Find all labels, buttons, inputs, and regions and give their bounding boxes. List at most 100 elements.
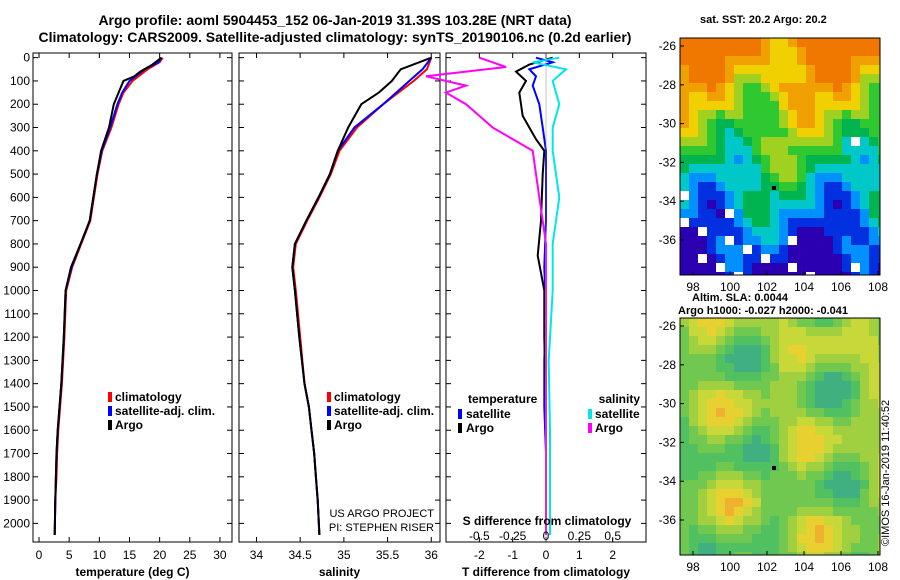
- map-cell: [806, 155, 815, 164]
- map-cell: [833, 173, 842, 182]
- map-cell: [788, 318, 797, 327]
- map-cell: [842, 327, 851, 336]
- map-cell: [698, 399, 707, 408]
- map-cell: [698, 552, 707, 555]
- imos-credit: ©IMOS 16-Jan-2019 11:40:52: [880, 399, 892, 546]
- map-cell: [788, 128, 797, 137]
- map-cell: [824, 173, 833, 182]
- map-cell: [725, 47, 734, 56]
- map-cell: [716, 381, 725, 390]
- map-cell: [869, 336, 878, 345]
- map-cell: [788, 227, 797, 236]
- map-cell: [797, 101, 806, 110]
- map-cell: [725, 155, 734, 164]
- map-cell: [788, 164, 797, 173]
- map-cell: [833, 318, 842, 327]
- map-cell: [851, 128, 860, 137]
- map-cell: [878, 227, 880, 236]
- legend-swatch: [588, 423, 592, 433]
- y-tick-label: 300: [10, 121, 30, 135]
- map-cell: [770, 164, 779, 173]
- map-cell: [680, 462, 689, 471]
- map-cell: [698, 543, 707, 552]
- map-cell: [707, 525, 716, 534]
- map-cell: [752, 191, 761, 200]
- map-cell: [761, 254, 770, 263]
- map-cell: [752, 462, 761, 471]
- map-cell: [689, 83, 698, 92]
- map-cell: [698, 435, 707, 444]
- map-cell: [689, 345, 698, 354]
- map-cell: [833, 372, 842, 381]
- map-cell: [788, 38, 797, 47]
- x-tick-label: 25: [183, 548, 197, 562]
- map-cell: [842, 372, 851, 381]
- map-cell: [707, 498, 716, 507]
- map-cell: [752, 435, 761, 444]
- map-cell: [797, 254, 806, 263]
- map-cell: [824, 209, 833, 218]
- map-cell: [797, 453, 806, 462]
- map-cell: [680, 426, 689, 435]
- map-cell: [680, 200, 689, 209]
- map-cell: [833, 92, 842, 101]
- map-cell: [869, 263, 878, 272]
- map-cell: [869, 137, 878, 146]
- map-cell: [797, 435, 806, 444]
- map-cell: [779, 83, 788, 92]
- map-cell: [815, 354, 824, 363]
- map-cell: [797, 137, 806, 146]
- map-cell: [734, 354, 743, 363]
- map-cell: [779, 408, 788, 417]
- map-cell: [860, 381, 869, 390]
- map-cell: [860, 525, 869, 534]
- map-cell: [860, 146, 869, 155]
- map-cell: [833, 119, 842, 128]
- map-y-tick-label: -36: [659, 513, 677, 527]
- map-cell: [815, 480, 824, 489]
- map-cell: [824, 227, 833, 236]
- map-cell: [779, 146, 788, 155]
- map-cell: [788, 74, 797, 83]
- map-cell: [725, 525, 734, 534]
- map-cell: [788, 426, 797, 435]
- map-cell: [770, 56, 779, 65]
- map-cell: [734, 498, 743, 507]
- map-cell: [824, 327, 833, 336]
- map-cell: [788, 516, 797, 525]
- map-cell: [842, 272, 851, 275]
- map-cell: [815, 155, 824, 164]
- map-cell: [734, 543, 743, 552]
- map-cell: [833, 38, 842, 47]
- map-cell: [716, 453, 725, 462]
- map-cell: [743, 435, 752, 444]
- map-cell: [689, 47, 698, 56]
- map-cell: [833, 182, 842, 191]
- map-cell: [860, 390, 869, 399]
- map-cell: [851, 65, 860, 74]
- map-cell: [860, 453, 869, 462]
- map-cell: [779, 263, 788, 272]
- map-cell: [833, 516, 842, 525]
- map-cell: [752, 164, 761, 173]
- map-cell: [815, 92, 824, 101]
- map-cell: [860, 552, 869, 555]
- map-cell: [779, 534, 788, 543]
- x-axis-label-top: S difference from climatology: [463, 514, 632, 528]
- map-cell: [833, 191, 842, 200]
- map-cell: [725, 327, 734, 336]
- map-cell: [806, 218, 815, 227]
- map-cell: [833, 390, 842, 399]
- map-cell: [734, 399, 743, 408]
- map-cell: [815, 462, 824, 471]
- legend-label: satellite: [595, 407, 640, 421]
- map-cell: [806, 164, 815, 173]
- map-cell: [752, 444, 761, 453]
- map-cell: [743, 408, 752, 417]
- map-cell: [743, 101, 752, 110]
- map-y-tick-label: -30: [659, 397, 677, 411]
- map-cell: [797, 227, 806, 236]
- map-cell: [833, 110, 842, 119]
- map-cell: [752, 65, 761, 74]
- map-cell: [842, 426, 851, 435]
